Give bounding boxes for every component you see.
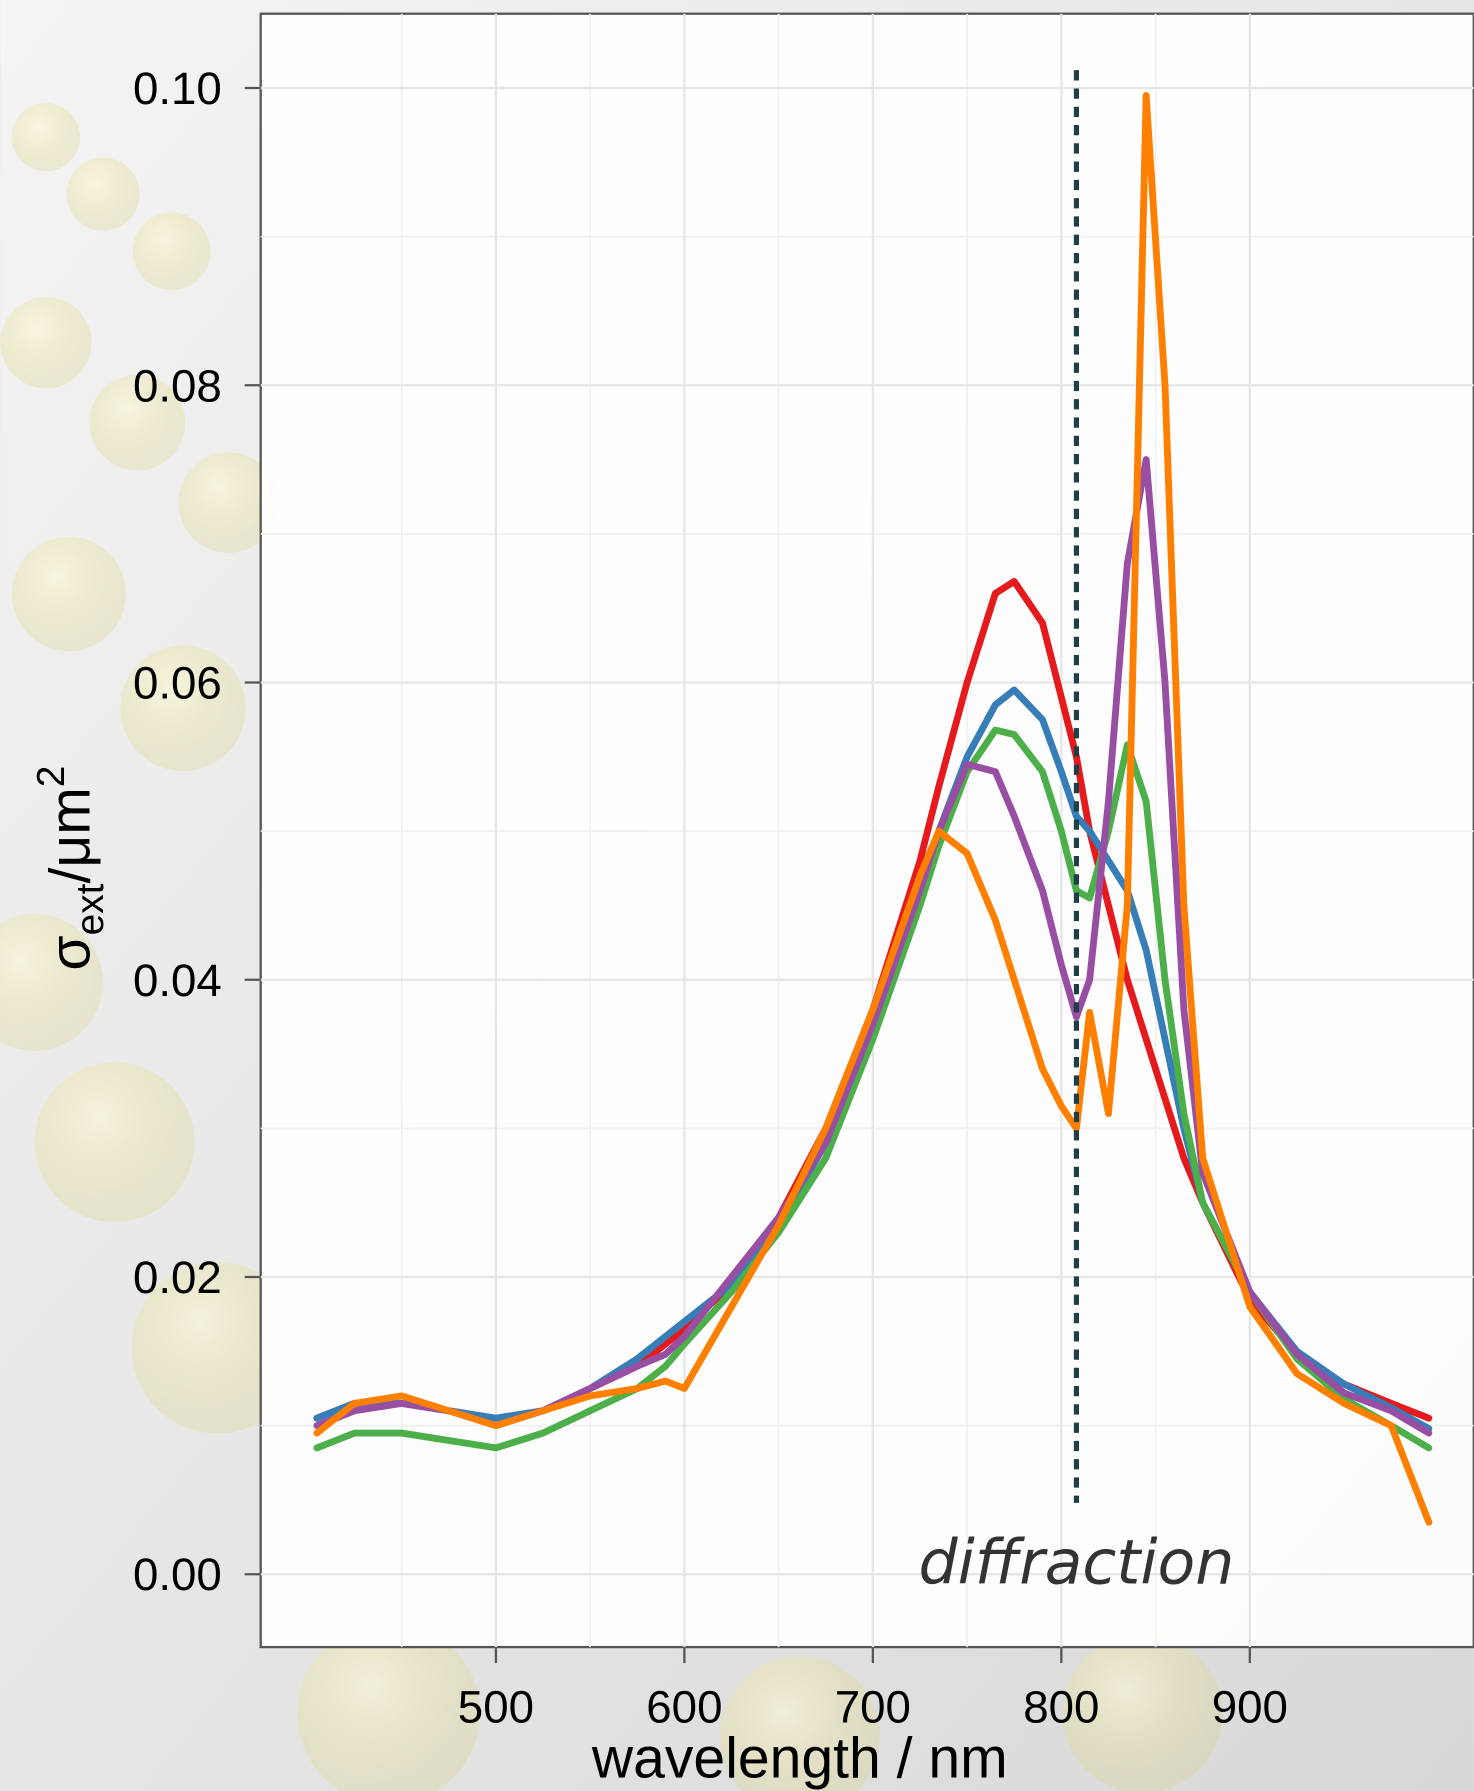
series-line — [313, 456, 1433, 1437]
plot-area — [313, 70, 1433, 1526]
background-decoration — [0, 102, 1223, 1791]
y-tick-label: 0.04 — [133, 955, 222, 1006]
x-tick-label: 800 — [1023, 1681, 1099, 1732]
y-label-superscript: 2 — [30, 766, 73, 788]
y-label-symbol: σ — [38, 935, 102, 970]
y-tick-label: 0.00 — [133, 1549, 222, 1600]
annotation: diffraction — [918, 1526, 1234, 1598]
y-tick-label: 0.02 — [133, 1252, 222, 1303]
y-tick-label: 0.06 — [133, 658, 222, 709]
x-tick-label: 500 — [458, 1681, 534, 1732]
series-line — [313, 726, 1433, 1452]
series-line — [313, 92, 1433, 1526]
y-label-unit: /μm — [38, 787, 102, 883]
x-tick-label: 600 — [646, 1681, 722, 1732]
y-label-subscript: ext — [69, 883, 112, 935]
x-tick-label: 900 — [1212, 1681, 1288, 1732]
y-axis-label: σext/μm2 — [30, 766, 112, 971]
x-tick-label: 700 — [835, 1681, 911, 1732]
y-tick-label: 0.10 — [133, 63, 222, 114]
x-axis-label: wavelength / nm — [591, 1726, 1008, 1790]
y-tick-label: 0.08 — [133, 360, 222, 411]
